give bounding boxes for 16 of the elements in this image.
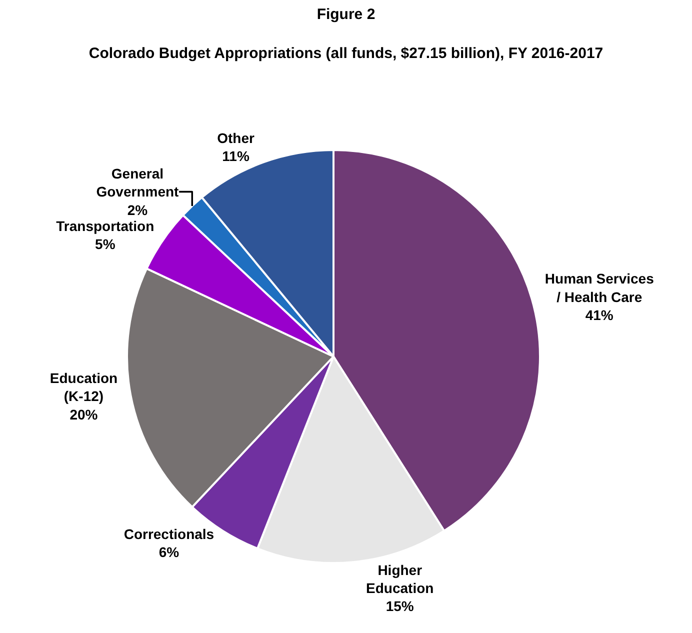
slice-label: Other [217, 130, 255, 146]
chart-subtitle: Colorado Budget Appropriations (all funds, $27.15 billion), FY 2016-2017 [88, 44, 604, 62]
slice-label: Transportation [56, 218, 154, 234]
chart-title: Figure 2 [316, 6, 376, 23]
data-label: 11% [222, 148, 250, 164]
data-label: 15% [386, 598, 414, 614]
data-label: 5% [95, 236, 116, 252]
slice-label: Education (K-12) [50, 370, 118, 404]
slice-label: Higher Education [366, 562, 434, 596]
data-label: 6% [158, 544, 180, 560]
data-label: 41% [585, 307, 614, 324]
slice-label: General Government [96, 166, 180, 200]
data-label: 20% [70, 406, 98, 422]
data-label: 2% [127, 202, 148, 218]
slice-label: Human Services / Health Care [544, 270, 654, 305]
slice-label: Correctionals [124, 526, 214, 542]
